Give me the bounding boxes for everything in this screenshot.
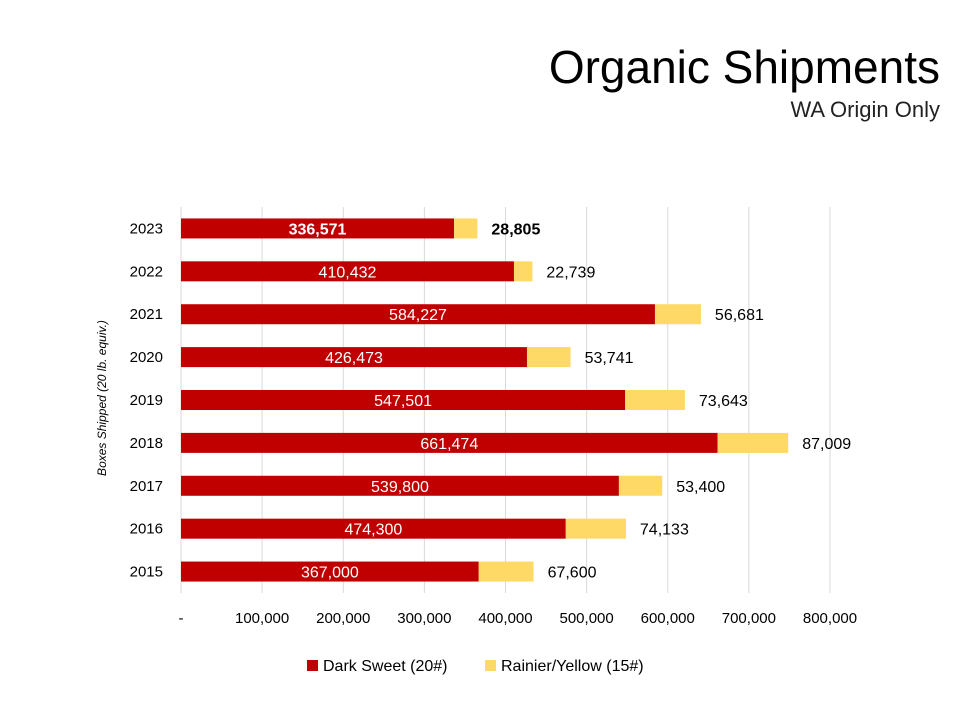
bar-rainier — [565, 518, 626, 539]
y-tick-label: 2016 — [130, 521, 163, 538]
data-label-dark-sweet: 410,432 — [319, 264, 377, 281]
y-tick-label: 2023 — [130, 220, 163, 237]
y-tick-label: 2021 — [130, 306, 163, 323]
bar-dark-sweet — [181, 432, 718, 453]
x-tick-label: 300,000 — [397, 610, 451, 627]
bar-rainier — [526, 347, 571, 368]
data-label-rainier: 67,600 — [548, 565, 597, 582]
legend-swatch-rainier — [485, 660, 496, 671]
bar-rainier — [654, 304, 701, 325]
y-axis-label: Boxes Shipped (20 lb. equiv.) — [95, 320, 109, 476]
y-tick-label: 2019 — [130, 392, 163, 409]
bar-dark-sweet — [181, 390, 626, 410]
x-tick-label: 600,000 — [641, 610, 695, 627]
legend: Dark Sweet (20#) Rainier/Yellow (15#) — [307, 658, 644, 675]
data-label-dark-sweet: 661,474 — [420, 436, 478, 453]
x-tick-label: 800,000 — [803, 610, 857, 627]
legend-label-dark-sweet: Dark Sweet (20#) — [323, 658, 448, 675]
data-label-rainier: 53,741 — [585, 350, 634, 367]
data-label-rainier: 87,009 — [802, 436, 851, 453]
data-label-dark-sweet: 367,000 — [301, 565, 359, 582]
x-tick-label: 200,000 — [316, 610, 370, 627]
chart-subtitle: WA Origin Only — [790, 97, 940, 122]
x-tick-label: 700,000 — [722, 610, 776, 627]
data-label-dark-sweet: 547,501 — [374, 393, 432, 410]
bar-rainier — [513, 261, 533, 282]
y-tick-label: 2022 — [130, 263, 163, 280]
data-label-rainier: 53,400 — [676, 479, 725, 496]
data-label-rainier: 56,681 — [715, 307, 764, 324]
data-label-rainier: 22,739 — [546, 264, 595, 281]
legend-swatch-dark-sweet — [307, 660, 318, 671]
data-labels: 336,571 28,805 410,432 22,739 584,227 56,681 4… — [289, 221, 852, 581]
bar-rainier — [454, 218, 478, 239]
bar-rainier — [478, 561, 534, 582]
x-tick-label: 400,000 — [478, 610, 532, 627]
data-label-dark-sweet: 474,300 — [344, 522, 402, 539]
chart-title: Organic Shipments — [548, 41, 940, 93]
y-tick-label: 2020 — [130, 349, 163, 366]
bar-dark-sweet — [181, 518, 566, 539]
y-tick-label: 2018 — [130, 435, 163, 452]
data-label-rainier: 28,805 — [491, 221, 540, 238]
bar-rainier — [618, 475, 663, 496]
bar-rainier — [717, 432, 789, 453]
data-label-dark-sweet: 426,473 — [325, 350, 383, 367]
x-tick-label: - — [179, 610, 184, 627]
bar-rainier — [625, 390, 685, 410]
bar-dark-sweet — [181, 261, 514, 282]
bar-dark-sweet — [181, 304, 655, 325]
bar-dark-sweet — [181, 347, 527, 368]
x-tick-label: 100,000 — [235, 610, 289, 627]
axes: - 100,000 200,000 300,000 400,000 500,000 600,… — [130, 220, 857, 627]
data-label-dark-sweet: 539,800 — [371, 479, 429, 496]
data-label-rainier: 73,643 — [699, 393, 748, 410]
bar-dark-sweet — [181, 561, 479, 582]
y-tick-label: 2015 — [130, 564, 163, 581]
x-tick-label: 500,000 — [560, 610, 614, 627]
bar-dark-sweet — [181, 218, 455, 239]
bar-dark-sweet — [181, 475, 619, 496]
data-label-rainier: 74,133 — [640, 522, 689, 539]
bars — [181, 218, 789, 582]
data-label-dark-sweet: 336,571 — [289, 221, 347, 238]
data-label-dark-sweet: 584,227 — [389, 307, 447, 324]
legend-label-rainier: Rainier/Yellow (15#) — [501, 658, 644, 675]
y-tick-label: 2017 — [130, 478, 163, 495]
